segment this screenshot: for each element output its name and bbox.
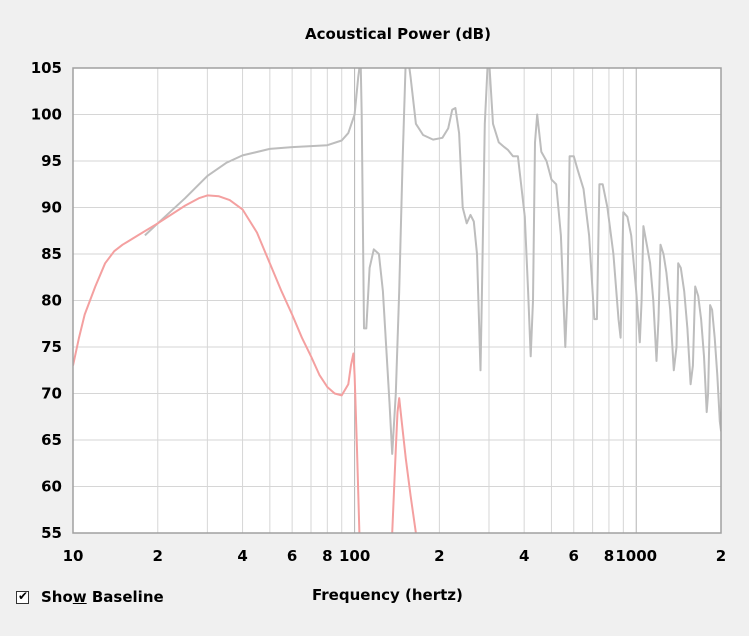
x-tick-label: 4 bbox=[237, 547, 247, 565]
y-tick-label: 90 bbox=[41, 199, 62, 217]
y-tick-label: 105 bbox=[31, 59, 62, 77]
show-baseline-checkbox[interactable]: ✔ bbox=[16, 588, 29, 604]
x-axis-label: Frequency (hertz) bbox=[312, 586, 463, 604]
series-line-1 bbox=[144, 68, 721, 455]
x-tick-label: 8 bbox=[322, 547, 332, 565]
y-tick-label: 60 bbox=[41, 478, 62, 496]
show-baseline-label[interactable]: Show Baseline bbox=[41, 588, 164, 606]
y-tick-label: 80 bbox=[41, 292, 62, 310]
series-line-2 bbox=[73, 194, 361, 533]
show-baseline-checkbox-row[interactable]: ✔ Show Baseline bbox=[16, 586, 164, 608]
y-tick-label: 65 bbox=[41, 431, 62, 449]
y-tick-label: 75 bbox=[41, 338, 62, 356]
x-tick-label: 2 bbox=[434, 547, 444, 565]
y-tick-label: 85 bbox=[41, 245, 62, 263]
checkmark-icon: ✔ bbox=[18, 588, 29, 603]
x-tick-label: 4 bbox=[519, 547, 529, 565]
chart-title: Acoustical Power (dB) bbox=[305, 25, 491, 43]
y-tick-label: 70 bbox=[41, 385, 62, 403]
x-tick-label: 1000 bbox=[615, 547, 657, 565]
y-tick-label: 95 bbox=[41, 152, 62, 170]
series-line-3 bbox=[391, 397, 417, 533]
x-tick-label: 2 bbox=[716, 547, 726, 565]
x-tick-label: 6 bbox=[287, 547, 297, 565]
y-tick-label: 100 bbox=[31, 106, 62, 124]
plot-frame bbox=[72, 67, 722, 534]
y-tick-label: 55 bbox=[41, 524, 62, 542]
x-tick-label: 6 bbox=[569, 547, 579, 565]
x-tick-label: 8 bbox=[604, 547, 614, 565]
x-tick-label: 2 bbox=[153, 547, 163, 565]
x-tick-label: 10 bbox=[63, 547, 84, 565]
x-tick-label: 100 bbox=[339, 547, 370, 565]
